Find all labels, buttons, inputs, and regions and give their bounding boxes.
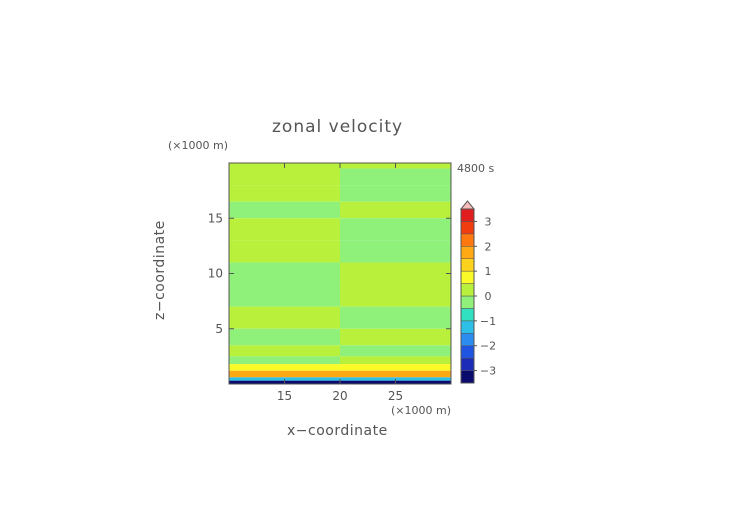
heatmap-band-left-10 <box>229 345 340 357</box>
heatmap-band-left-11 <box>229 356 340 365</box>
colorbar-cell-4 <box>460 320 475 334</box>
heatmap-band-left-2 <box>229 185 340 202</box>
colorbar-tick-label: 3 <box>485 215 492 228</box>
colorbar-cell-3 <box>460 333 475 346</box>
heatmap-band-right-2 <box>340 185 451 202</box>
colorbar-cell-10 <box>460 246 475 259</box>
colorbar-cell-8 <box>460 270 475 284</box>
colorbar-cell-2 <box>460 345 475 359</box>
heatmap-band-right-13 <box>340 370 451 378</box>
heatmap-band-left-6 <box>229 262 340 285</box>
colorbar-tick-label: 1 <box>485 265 492 278</box>
heatmap-band-left-13 <box>229 370 340 378</box>
y-tick-label: 5 <box>215 322 223 336</box>
heatmap-band-right-7 <box>340 284 451 307</box>
x-unit-label: (×1000 m) <box>391 404 452 417</box>
heatmap-band-left-5 <box>229 240 340 263</box>
colorbar-extend-triangle <box>459 200 476 210</box>
heatmap-band-left-12 <box>229 364 340 371</box>
heatmap-band-right-1 <box>340 168 451 186</box>
heatmap-band-right-6 <box>340 262 451 285</box>
y-tick-label: 15 <box>208 211 223 225</box>
colorbar-tick-label: 0 <box>485 290 492 303</box>
colorbar-cell-7 <box>460 283 475 297</box>
colorbar-cell-13 <box>460 208 475 222</box>
colorbar-cell-0 <box>460 370 475 384</box>
heatmap-bands <box>229 163 451 384</box>
x-tick-label: 20 <box>332 389 347 403</box>
y-tick-label: 10 <box>208 267 223 281</box>
heatmap-band-right-11 <box>340 356 451 365</box>
heatmap-band-left-9 <box>229 328 340 346</box>
colorbar-tick-label: 2 <box>485 240 492 253</box>
heatmap-band-left-3 <box>229 201 340 219</box>
colorbar-cell-12 <box>460 221 475 235</box>
colorbar-cell-1 <box>460 357 475 371</box>
heatmap-band-right-10 <box>340 345 451 357</box>
heatmap-band-right-5 <box>340 240 451 263</box>
heatmap-band-right-8 <box>340 306 451 329</box>
heatmap-band-right-4 <box>340 218 451 241</box>
heatmap-band-left-1 <box>229 168 340 186</box>
y-unit-label: (×1000 m) <box>168 139 229 152</box>
heatmap-band-right-9 <box>340 328 451 346</box>
heatmap-band-left-7 <box>229 284 340 307</box>
x-axis-label: x−coordinate <box>287 423 388 439</box>
time-label: 4800 s <box>457 162 495 175</box>
colorbar-tick-label: −1 <box>480 315 496 328</box>
x-tick-label: 15 <box>277 389 292 403</box>
colorbar-cell-6 <box>460 295 475 309</box>
chart-title: zonal velocity <box>272 117 404 137</box>
colorbar-tick-label: −3 <box>480 365 496 378</box>
colorbar-cell-9 <box>460 258 475 272</box>
heatmap-band-left-4 <box>229 218 340 241</box>
colorbar-tick-label: −2 <box>480 340 496 353</box>
heatmap-band-left-8 <box>229 306 340 329</box>
colorbar-cell-5 <box>460 308 475 322</box>
heatmap-band-right-12 <box>340 364 451 371</box>
heatmap-band-right-3 <box>340 201 451 219</box>
colorbar-cell-11 <box>460 233 475 247</box>
x-tick-label: 25 <box>388 389 403 403</box>
